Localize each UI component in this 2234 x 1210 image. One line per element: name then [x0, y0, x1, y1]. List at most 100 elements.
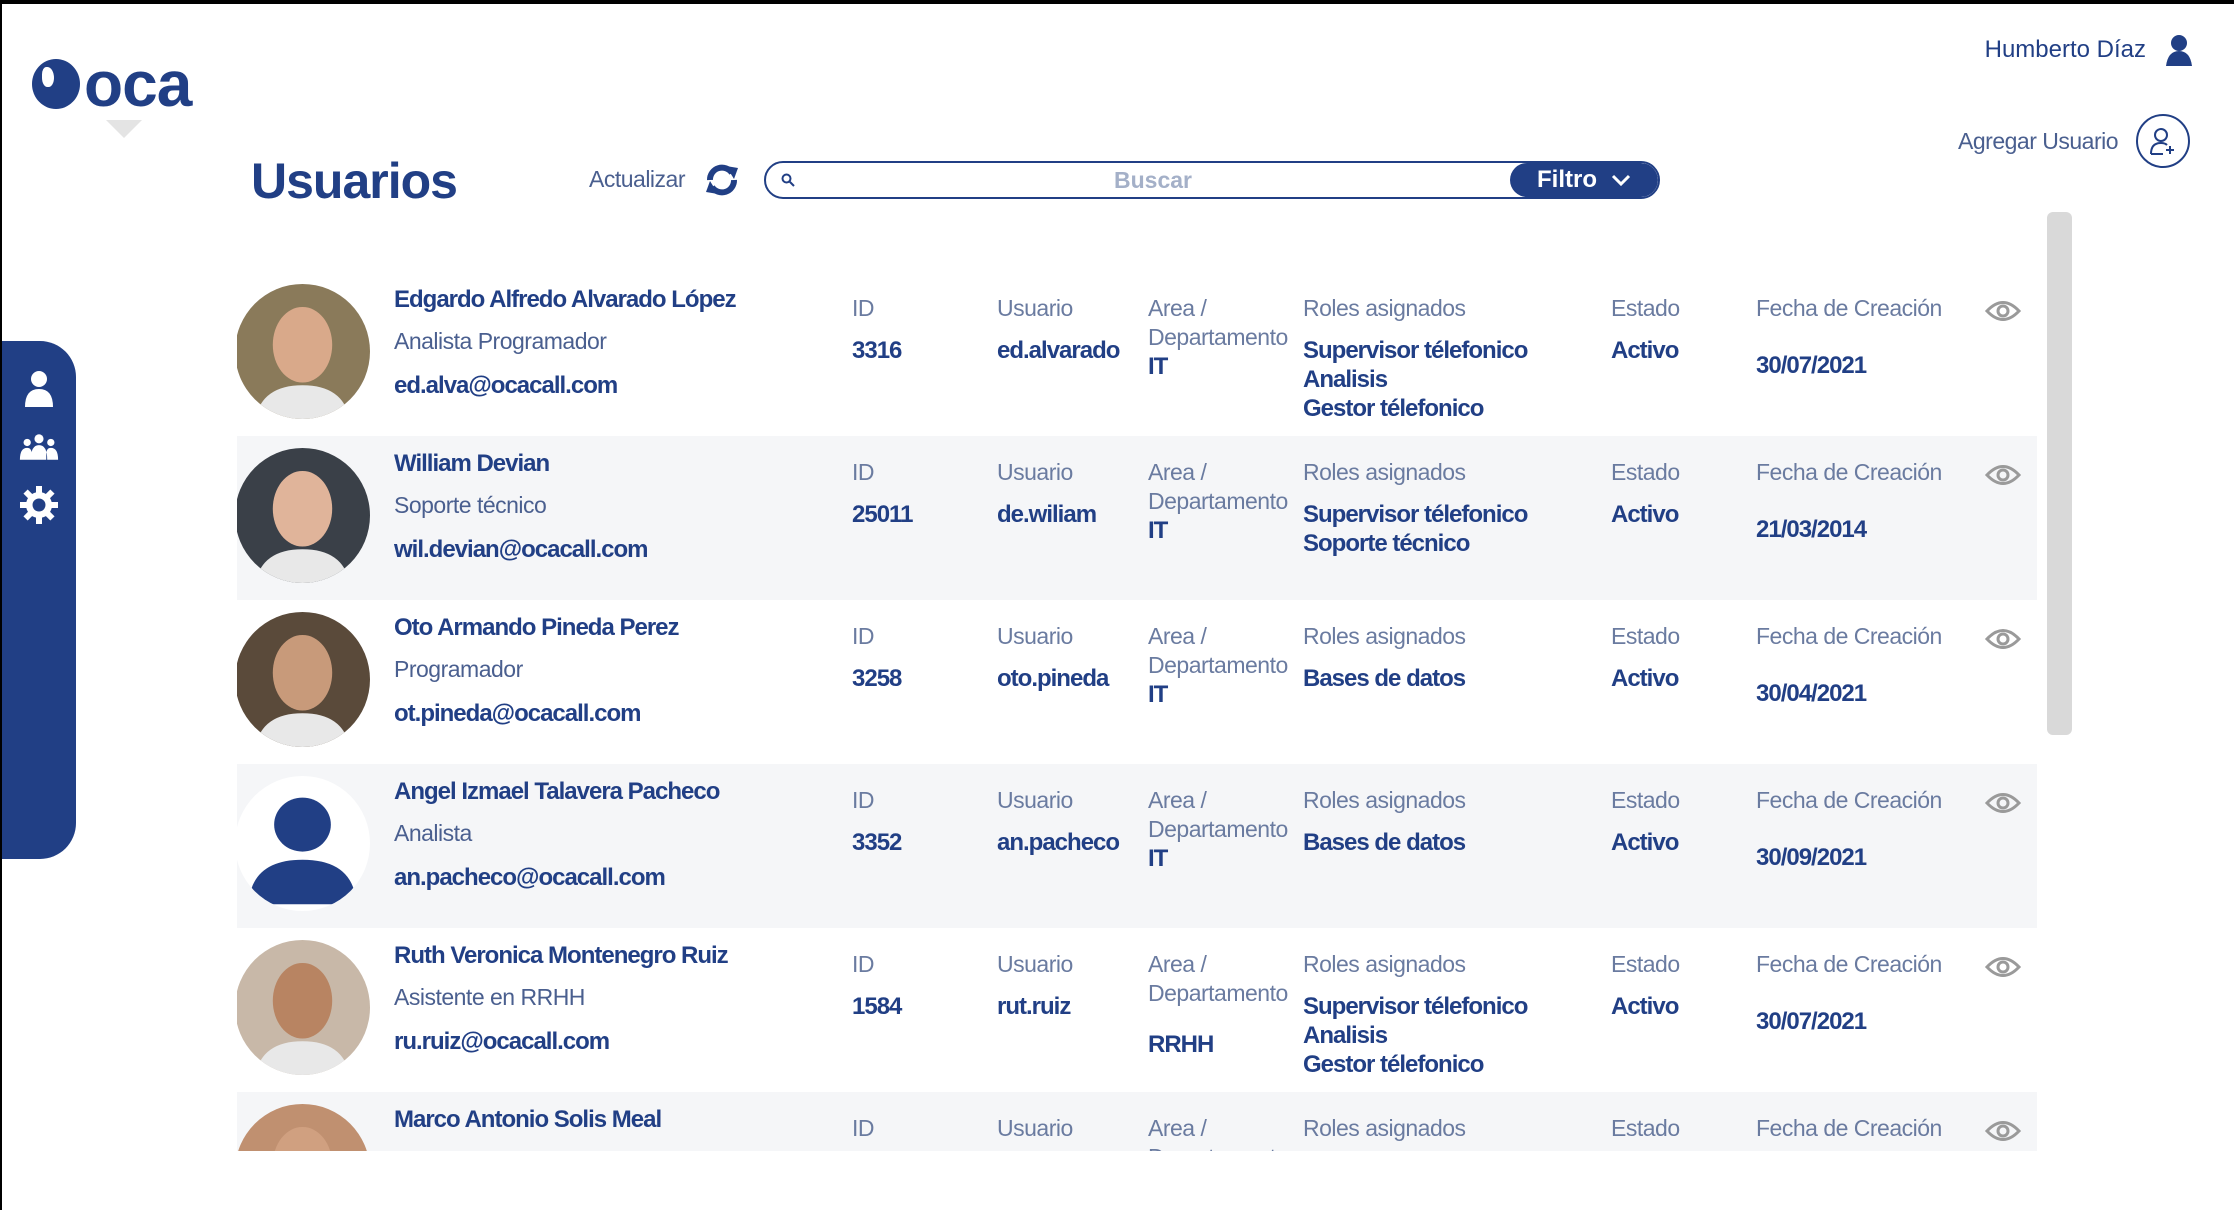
- roles-label: Roles asignados: [1303, 623, 1466, 649]
- user-role: Programador: [394, 656, 523, 682]
- area-label: Area /Departamento: [1148, 623, 1288, 678]
- estado-label: Estado: [1611, 1115, 1680, 1141]
- filter-label: Filtro: [1537, 166, 1597, 193]
- sidebar-item-groups[interactable]: [19, 427, 59, 467]
- user-roles: Supervisor télefonico Soporte técnico: [1303, 500, 1528, 558]
- status: Activo: [1611, 337, 1679, 364]
- fecha-label: Fecha de Creación: [1756, 295, 1942, 321]
- user-name[interactable]: Edgardo Alfredo Alvarado López: [394, 286, 737, 313]
- user-name[interactable]: Ruth Veronica Montenegro Ruiz: [394, 942, 729, 969]
- user-list: Edgardo Alfredo Alvarado López ID Usuario A…: [237, 272, 2037, 1151]
- user-area: IT: [1148, 845, 1168, 872]
- roles-label: Roles asignados: [1303, 787, 1466, 813]
- creation-date: 30/09/2021: [1756, 844, 1867, 871]
- globe-icon: [32, 59, 80, 109]
- user-avatar: [237, 612, 370, 747]
- user-id: 3258: [852, 665, 902, 692]
- page-title: Usuarios: [251, 153, 458, 209]
- role-item: Gestor télefonico: [1303, 395, 1484, 422]
- user-email: an.pacheco@ocacall.com: [394, 864, 666, 891]
- add-user-button[interactable]: Agregar Usuario: [1958, 114, 2190, 168]
- role-item: Analisis: [1303, 1022, 1388, 1049]
- user-row[interactable]: William Devian ID Usuario Area / Departament…: [237, 436, 2037, 600]
- usuario-label: Usuario: [997, 295, 1073, 321]
- current-user[interactable]: Humberto Díaz: [1985, 34, 2194, 66]
- scrollbar[interactable]: [2047, 212, 2072, 735]
- user-name[interactable]: Angel Izmael Talavera Pacheco: [394, 778, 720, 805]
- estado-label: Estado: [1611, 459, 1680, 485]
- creation-date: 30/07/2021: [1756, 1008, 1867, 1035]
- user-row[interactable]: Oto Armando Pineda Perez ID Usuario Area / D…: [237, 600, 2037, 764]
- user-email: ot.pineda@ocacall.com: [394, 700, 641, 727]
- role-item: Analisis: [1303, 366, 1388, 393]
- filter-button[interactable]: Filtro: [1510, 163, 1658, 197]
- area-label: Area /Departamento: [1148, 1115, 1288, 1151]
- status: Activo: [1611, 829, 1679, 856]
- user-name[interactable]: Marco Antonio Solis Meal: [394, 1106, 662, 1133]
- view-eye-icon[interactable]: [1985, 300, 2021, 322]
- sidebar: [2, 341, 76, 859]
- user-id: 3352: [852, 829, 902, 856]
- search-bar: Filtro: [764, 161, 1660, 199]
- sidebar-item-settings[interactable]: [19, 485, 59, 525]
- view-eye-icon[interactable]: [1985, 464, 2021, 486]
- estado-label: Estado: [1611, 295, 1680, 321]
- status: Activo: [1611, 993, 1679, 1020]
- id-label: ID: [852, 1115, 875, 1141]
- user-id: 1584: [852, 993, 902, 1020]
- user-avatar: [237, 940, 370, 1075]
- role-item: Supervisor télefonico: [1303, 993, 1528, 1020]
- view-eye-icon[interactable]: [1985, 956, 2021, 978]
- search-icon: [781, 173, 795, 187]
- status: Activo: [1611, 665, 1679, 692]
- creation-date: 30/07/2021: [1756, 352, 1867, 379]
- logo-dropdown-icon[interactable]: [106, 120, 142, 138]
- add-user-label: Agregar Usuario: [1958, 127, 2118, 154]
- sidebar-item-users[interactable]: [19, 369, 59, 409]
- id-label: ID: [852, 295, 875, 321]
- user-row[interactable]: Edgardo Alfredo Alvarado López ID Usuario A…: [237, 272, 2037, 436]
- area-label: Area /Departamento: [1148, 787, 1288, 842]
- gear-icon: [20, 486, 58, 524]
- usuario-label: Usuario: [997, 951, 1073, 977]
- creation-date: 21/03/2014: [1756, 516, 1867, 543]
- fecha-label: Fecha de Creación: [1756, 787, 1942, 813]
- estado-label: Estado: [1611, 787, 1680, 813]
- user-row[interactable]: Marco Antonio Solis Meal ID Usuario Area /D…: [237, 1092, 2037, 1151]
- user-area: IT: [1148, 353, 1168, 380]
- user-row[interactable]: Ruth Veronica Montenegro Ruiz ID Usuario Ar…: [237, 928, 2037, 1092]
- creation-date: 30/04/2021: [1756, 680, 1867, 707]
- group-icon: [19, 434, 59, 460]
- user-name[interactable]: Oto Armando Pineda Perez: [394, 614, 680, 641]
- fecha-label: Fecha de Creación: [1756, 623, 1942, 649]
- user-roles: Supervisor télefonico Analisis Gestor téle…: [1303, 336, 1528, 423]
- user-role: Asistente en RRHH: [394, 984, 585, 1010]
- user-roles: Bases de datos: [1303, 664, 1466, 693]
- username: de.wiliam: [997, 501, 1097, 528]
- logo-text: oca: [84, 48, 192, 120]
- id-label: ID: [852, 787, 875, 813]
- area-label: Area /Departamento: [1148, 951, 1288, 1006]
- estado-label: Estado: [1611, 951, 1680, 977]
- view-eye-icon[interactable]: [1985, 628, 2021, 650]
- user-row[interactable]: Angel Izmael Talavera Pacheco ID Usuario Ar…: [237, 764, 2037, 928]
- view-eye-icon[interactable]: [1985, 792, 2021, 814]
- user-name: Humberto Díaz: [1984, 36, 2146, 63]
- refresh-label[interactable]: Actualizar: [589, 166, 685, 192]
- user-name[interactable]: William Devian: [394, 450, 550, 477]
- user-area: IT: [1148, 517, 1168, 544]
- chevron-down-icon: [1611, 174, 1631, 186]
- search-input[interactable]: [796, 166, 1510, 194]
- view-eye-icon[interactable]: [1985, 1120, 2021, 1142]
- role-item: Supervisor télefonico: [1303, 337, 1528, 364]
- fecha-label: Fecha de Creación: [1756, 459, 1942, 485]
- default-avatar: [237, 776, 370, 911]
- fecha-label: Fecha de Creación: [1756, 951, 1942, 977]
- refresh-icon[interactable]: [702, 160, 742, 200]
- user-roles: Bases de datos: [1303, 828, 1466, 857]
- roles-label: Roles asignados: [1303, 459, 1466, 485]
- add-user-icon: [2136, 114, 2190, 168]
- oca-logo[interactable]: oca: [32, 48, 192, 120]
- roles-label: Roles asignados: [1303, 295, 1466, 321]
- roles-label: Roles asignados: [1303, 1115, 1466, 1141]
